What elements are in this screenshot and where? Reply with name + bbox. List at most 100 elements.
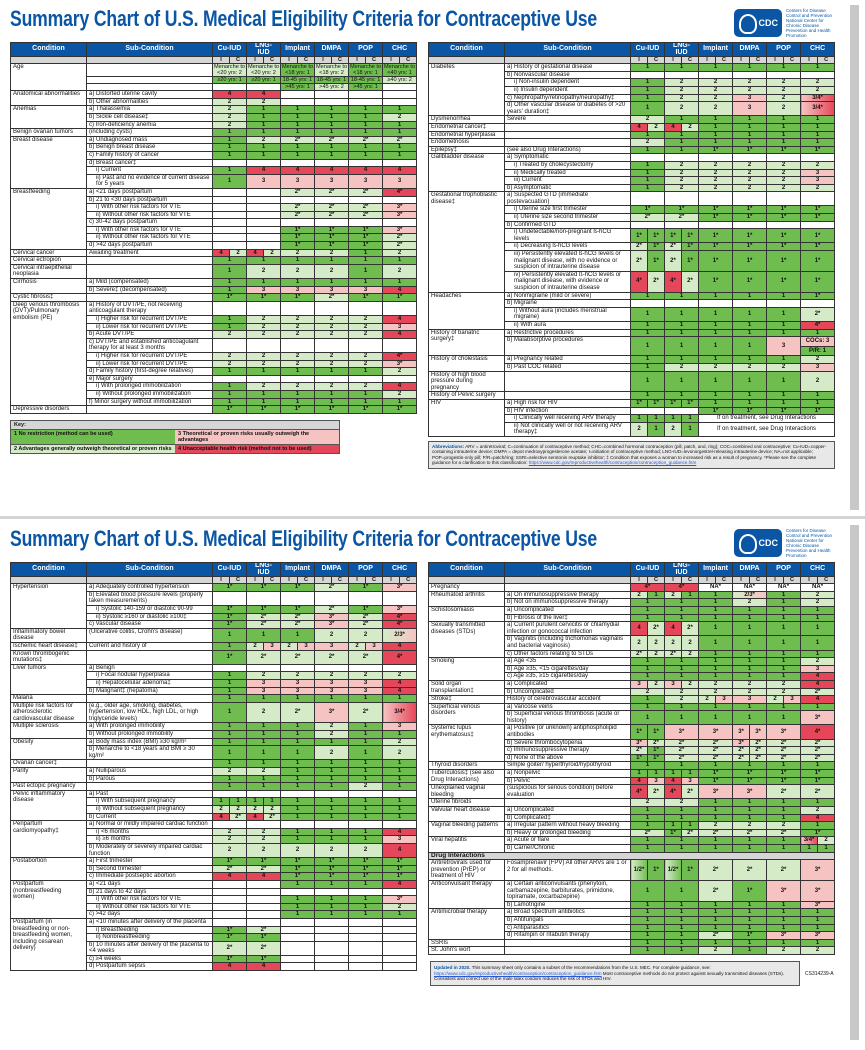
rating-cell: 2 [698, 93, 734, 103]
rating-cell: 1* [698, 406, 734, 416]
rating-continuation: 1* [647, 724, 665, 740]
rating-cell: 3* [766, 931, 802, 940]
rating-cell: 2 [280, 842, 316, 859]
rating-cell: 4 [212, 872, 247, 881]
scrollbar[interactable] [850, 525, 859, 1040]
continuation-label: C [783, 56, 802, 65]
rating-cell: 1 [630, 915, 665, 925]
column-header-method: POP [766, 41, 802, 58]
rating-continuation: 2* [680, 828, 700, 838]
rating-cell-empty [245, 158, 282, 168]
sub-condition: a) Restrictive procedures [504, 328, 631, 338]
rating-cell: 1 [348, 737, 384, 747]
rating-cell: 1* [314, 872, 350, 881]
sub-condition: ii) Lower risk for recurrent DVT/PE [86, 359, 213, 369]
rating-cell: 1 [766, 908, 802, 917]
rating-cell: 1 [630, 78, 665, 87]
condition-name: History of cholestasis [428, 355, 505, 372]
rating-cell: 1 [698, 908, 734, 917]
rating-cell: 1 [698, 320, 734, 330]
rating-cell: 1 [698, 761, 734, 771]
scrollbar[interactable] [850, 5, 859, 510]
rating-cell: 1 [663, 702, 700, 712]
rating-cell: 3* [382, 203, 418, 212]
rating-cell: 1 [698, 598, 734, 607]
rating-cell: 1 [732, 138, 768, 147]
rating-cell: 1 [348, 902, 384, 912]
sub-condition: i) Non-insulin dependent [504, 78, 631, 87]
rating-continuation: 2* [749, 753, 768, 763]
rating-cell: 1* [732, 242, 768, 252]
rating-cell: 1 [212, 627, 247, 643]
sub-condition: i) <6 months [86, 827, 213, 837]
sub-condition [86, 694, 213, 703]
rating-cell-empty [630, 191, 665, 207]
rating-cell: 1 [314, 737, 350, 747]
sub-condition: i) With prolonged immobilization [86, 382, 213, 391]
rating-cell: 2 [245, 827, 282, 837]
rating-cell: 1 [732, 370, 768, 393]
footer-link[interactable]: https://www.cdc.gov/reproductivehealth/c… [434, 970, 602, 976]
rating-cell: 1 [348, 745, 384, 761]
sub-condition: b) Malabsorptive procedures [504, 336, 631, 357]
rating-cell-empty [314, 820, 350, 829]
rating-stack: COCs: 3 P/R: 1 [800, 336, 836, 357]
rating-cell: 1 [766, 63, 802, 72]
rating-cell: 1 [766, 672, 802, 681]
rating-cell: 2 [314, 722, 350, 732]
sub-condition: a) Nonpelvic [504, 769, 631, 778]
rating-cell: 1 [663, 915, 700, 925]
rating-cell: 1 [800, 138, 836, 147]
rating-continuation: 2 [229, 248, 247, 258]
rating-cell: 2 [245, 330, 282, 339]
rating-cell: 3* [800, 879, 836, 902]
eligibility-table-2: Condition Sub-Condition Cu-IUD LNG-IUD Impla… [428, 41, 836, 437]
column-header-method: LNG-IUD [245, 41, 282, 58]
rating-initiation: 2* [664, 649, 682, 659]
rating-cell: 1 [698, 336, 734, 357]
rating-initiation: 1* [630, 228, 648, 244]
rating-cell: 1 [314, 759, 350, 769]
rating-cell: 1 [732, 63, 768, 72]
rating-cell: 2* [314, 293, 350, 302]
rating-cell: 2 [732, 821, 768, 830]
rating-cell: 1 [732, 938, 768, 948]
rating-cell: 2* [732, 828, 768, 838]
rating-cell: 1 [280, 835, 316, 844]
sub-condition: (see also Drug Interactions) [504, 145, 631, 155]
rating-cell: 3* [800, 710, 836, 726]
rating-cell: 1 [348, 827, 384, 837]
rating-cell: 3* [698, 724, 734, 740]
rating-cell-empty [348, 337, 384, 353]
abbreviations-text: ARV = antiretroviral; C=continuation of … [432, 444, 827, 466]
rating-cell: 1 [732, 291, 768, 301]
rating-cell: 3 [245, 285, 282, 295]
rating-cell: 3* [663, 724, 700, 740]
rating-cell-empty [382, 663, 418, 673]
rating-cell: 2 [382, 248, 418, 258]
sub-condition: i) With other risk factors for VTE [86, 225, 213, 235]
rating-cell: 1 [382, 278, 418, 287]
rating-cell: 1 [732, 843, 768, 853]
column-header-method: POP [348, 561, 384, 578]
eligibility-table-3: Condition Sub-Condition Cu-IUD LNG-IUD Impla… [10, 561, 418, 972]
rating-cell: 1 [800, 923, 836, 933]
rating-cell: 1 [698, 843, 734, 853]
table-row: Unexplained vaginal bleeding (suspicious … [428, 784, 836, 800]
rating-cell-empty [630, 299, 665, 308]
rating-cell-empty [698, 299, 734, 308]
rating-cell: 2 [314, 322, 350, 332]
sub-condition: b) Sickle cell disease‡ [86, 112, 213, 122]
guidance-link[interactable]: https://www.cdc.gov/reproductivehealth/c… [528, 460, 697, 466]
rating-cell-empty [280, 663, 316, 673]
rating-cell: 2* [280, 612, 316, 622]
sub-condition: f) Minor surgery without immobilization [86, 397, 213, 407]
sub-condition [504, 798, 631, 807]
rating-cell: 2 [732, 78, 768, 87]
rating-cell: 1 [732, 328, 768, 338]
table-row: Anatomical abnormalities a) Distorted ute… [10, 90, 418, 107]
rating-cell: 18-45 yrs: 1 [314, 76, 350, 85]
rating-cell: 2 [348, 351, 384, 361]
rating-cell-empty [212, 887, 247, 897]
rating-cell: 1 [630, 923, 665, 933]
